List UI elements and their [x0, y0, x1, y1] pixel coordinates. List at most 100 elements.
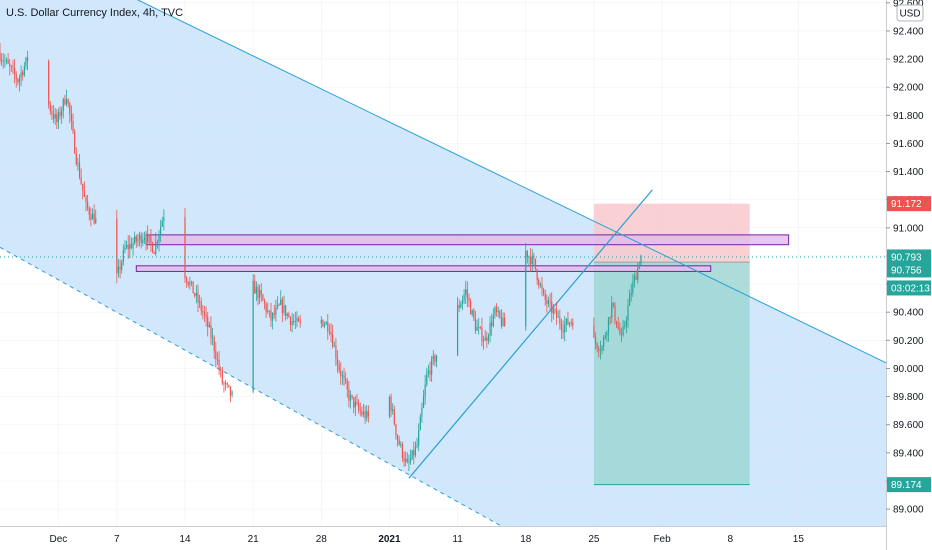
candle-up	[601, 346, 603, 351]
candle-up	[362, 411, 365, 415]
candle-up	[54, 114, 56, 119]
candle-down	[153, 252, 155, 254]
price-tick-label: 90.400	[893, 308, 924, 319]
candle-up	[117, 266, 120, 274]
candle-up	[224, 383, 227, 384]
candle-down	[554, 309, 556, 311]
candle-up	[121, 261, 123, 270]
chart-title: U.S. Dollar Currency Index, 4h, TVC	[6, 7, 184, 19]
candle-up	[552, 309, 554, 314]
candle-down	[218, 359, 220, 370]
candle-up	[625, 320, 627, 326]
candle-down	[396, 434, 399, 441]
candle-up	[163, 217, 165, 221]
candle-down	[538, 279, 540, 286]
candle-up	[432, 355, 434, 359]
candle-down	[12, 66, 14, 68]
candle-up	[565, 318, 567, 325]
candle-up	[320, 319, 322, 324]
candle-down	[549, 300, 551, 302]
candle-down	[135, 236, 137, 242]
candle-down	[87, 201, 89, 209]
price-badge-label: 03:02:13	[891, 283, 930, 294]
candle-up	[531, 255, 533, 265]
candle-down	[263, 300, 266, 304]
candle-down	[197, 292, 199, 303]
take-profit-zone	[593, 262, 750, 485]
candle-up	[138, 235, 141, 240]
candle-down	[551, 301, 553, 314]
channel-layer	[0, 0, 886, 526]
candle-down	[200, 301, 202, 311]
candle-down	[356, 402, 358, 404]
candle-down	[90, 214, 92, 220]
candle-down	[75, 153, 77, 164]
price-badge-last	[887, 249, 931, 265]
candle-down	[85, 196, 87, 202]
candle-down	[119, 266, 121, 270]
candle-up	[484, 337, 486, 341]
candle-down	[401, 443, 404, 458]
price-badge-target	[887, 477, 931, 493]
candle-down	[533, 255, 535, 259]
candle-down	[617, 326, 619, 329]
candle-down	[609, 317, 611, 319]
candle-up	[431, 358, 433, 375]
candle-up	[57, 112, 60, 123]
candle-down	[562, 329, 564, 333]
candle-down	[254, 280, 256, 294]
candle-down	[260, 290, 262, 295]
candle-up	[528, 256, 530, 258]
channel-upper-line	[136, 0, 887, 364]
price-tick-label: 89.600	[893, 420, 924, 431]
time-tick-label: 25	[588, 534, 600, 545]
candle-up	[155, 241, 157, 254]
candle-down	[543, 289, 545, 294]
currency-button[interactable]: USD	[896, 4, 924, 22]
candle-up	[296, 318, 298, 322]
candle-down	[216, 359, 219, 361]
candle-up	[25, 57, 27, 66]
candle-down	[398, 440, 400, 445]
candle-down	[268, 310, 270, 312]
candle-down	[361, 411, 363, 415]
time-tick-label: 7	[114, 534, 120, 545]
candle-down	[635, 276, 637, 280]
candle-up	[471, 310, 473, 315]
candle-down	[353, 397, 355, 408]
price-tick-label: 91.000	[893, 223, 924, 234]
candle-up	[280, 299, 282, 305]
resistance-zone	[145, 234, 790, 246]
candle-down	[466, 289, 468, 298]
candle-up	[147, 234, 149, 243]
candle-up	[143, 238, 146, 240]
candle-down	[491, 322, 493, 326]
time-tick-label: 11	[452, 534, 463, 545]
candle-up	[568, 322, 571, 325]
candle-up	[497, 310, 499, 313]
candle-up	[161, 220, 163, 227]
candle-down	[281, 299, 283, 313]
candle-up	[622, 326, 624, 336]
candle-up	[604, 335, 606, 338]
candle-up	[124, 247, 126, 250]
candle-up	[5, 59, 8, 61]
candle-up	[286, 313, 288, 317]
candle-down	[348, 389, 350, 401]
price-tick-label: 91.400	[893, 167, 924, 178]
candle-up	[62, 98, 64, 111]
candle-up	[487, 336, 490, 341]
candle-down	[215, 351, 217, 360]
candle-up	[607, 317, 610, 333]
candle-down	[72, 121, 74, 132]
candle-up	[461, 299, 464, 304]
candle-up	[392, 409, 394, 411]
price-tick-label: 89.000	[893, 505, 924, 516]
candle-up	[77, 162, 79, 164]
candle-down	[479, 326, 481, 328]
rising-trendline	[408, 189, 653, 479]
candle-down	[473, 310, 475, 319]
candle-down	[474, 318, 477, 331]
price-tick-label: 91.800	[893, 111, 924, 122]
candle-down	[220, 369, 222, 371]
